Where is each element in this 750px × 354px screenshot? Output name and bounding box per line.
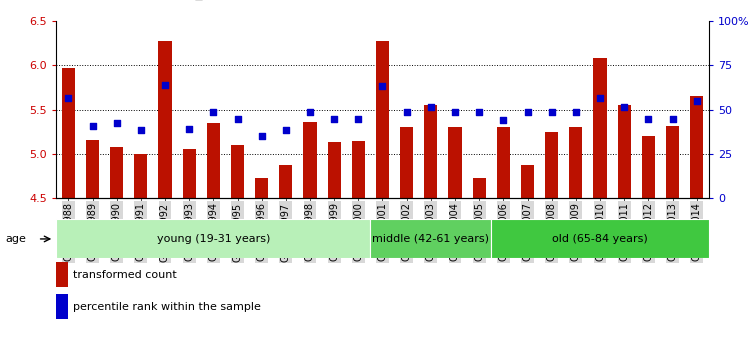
Bar <box>642 136 655 198</box>
Text: transformed count: transformed count <box>73 270 176 280</box>
Point <box>449 109 461 114</box>
Point <box>86 123 98 129</box>
Bar <box>62 68 75 198</box>
Bar <box>666 126 680 198</box>
Point <box>642 116 654 121</box>
Text: age: age <box>5 234 26 244</box>
Text: old (65-84 years): old (65-84 years) <box>552 234 648 244</box>
Point <box>691 98 703 104</box>
Point <box>497 118 509 123</box>
Bar <box>569 127 583 198</box>
Bar <box>86 140 99 198</box>
Bar <box>328 142 340 198</box>
Point <box>207 110 219 115</box>
Point <box>570 110 582 115</box>
Bar <box>424 105 437 198</box>
Bar <box>207 123 220 198</box>
Point <box>304 110 316 115</box>
Point <box>111 120 123 126</box>
Bar <box>303 122 316 198</box>
Bar <box>496 127 510 198</box>
Point <box>328 116 340 121</box>
Bar <box>255 178 268 198</box>
Point <box>521 110 533 115</box>
Bar <box>520 166 534 198</box>
Bar <box>231 145 244 198</box>
Point <box>594 96 606 101</box>
Point <box>667 116 679 121</box>
Bar <box>56 219 370 258</box>
Bar <box>617 105 631 198</box>
Bar <box>158 41 172 198</box>
Bar <box>56 262 68 287</box>
Point <box>546 110 558 115</box>
Point <box>159 82 171 88</box>
Bar <box>593 58 607 198</box>
Point <box>183 126 195 132</box>
Point <box>135 127 147 133</box>
Bar <box>279 165 292 198</box>
Point <box>400 109 412 114</box>
Bar <box>400 127 413 198</box>
Bar <box>352 141 365 198</box>
Point <box>280 127 292 133</box>
Point <box>424 104 436 110</box>
Point <box>376 83 388 89</box>
Bar <box>491 219 709 258</box>
Text: middle (42-61 years): middle (42-61 years) <box>372 234 489 244</box>
Bar <box>448 127 462 198</box>
Point <box>473 109 485 114</box>
Bar <box>182 149 196 198</box>
Bar <box>376 41 389 198</box>
Bar <box>690 96 703 198</box>
Text: percentile rank within the sample: percentile rank within the sample <box>73 302 260 312</box>
Point <box>256 133 268 139</box>
Point <box>618 104 630 110</box>
Point <box>62 96 74 101</box>
Bar <box>472 178 486 198</box>
Bar <box>134 154 148 198</box>
Bar <box>370 219 491 258</box>
Text: young (19-31 years): young (19-31 years) <box>157 234 270 244</box>
Bar <box>545 132 558 198</box>
Point <box>232 116 244 121</box>
Bar <box>110 147 123 198</box>
Point <box>352 116 364 121</box>
Bar <box>56 294 68 319</box>
